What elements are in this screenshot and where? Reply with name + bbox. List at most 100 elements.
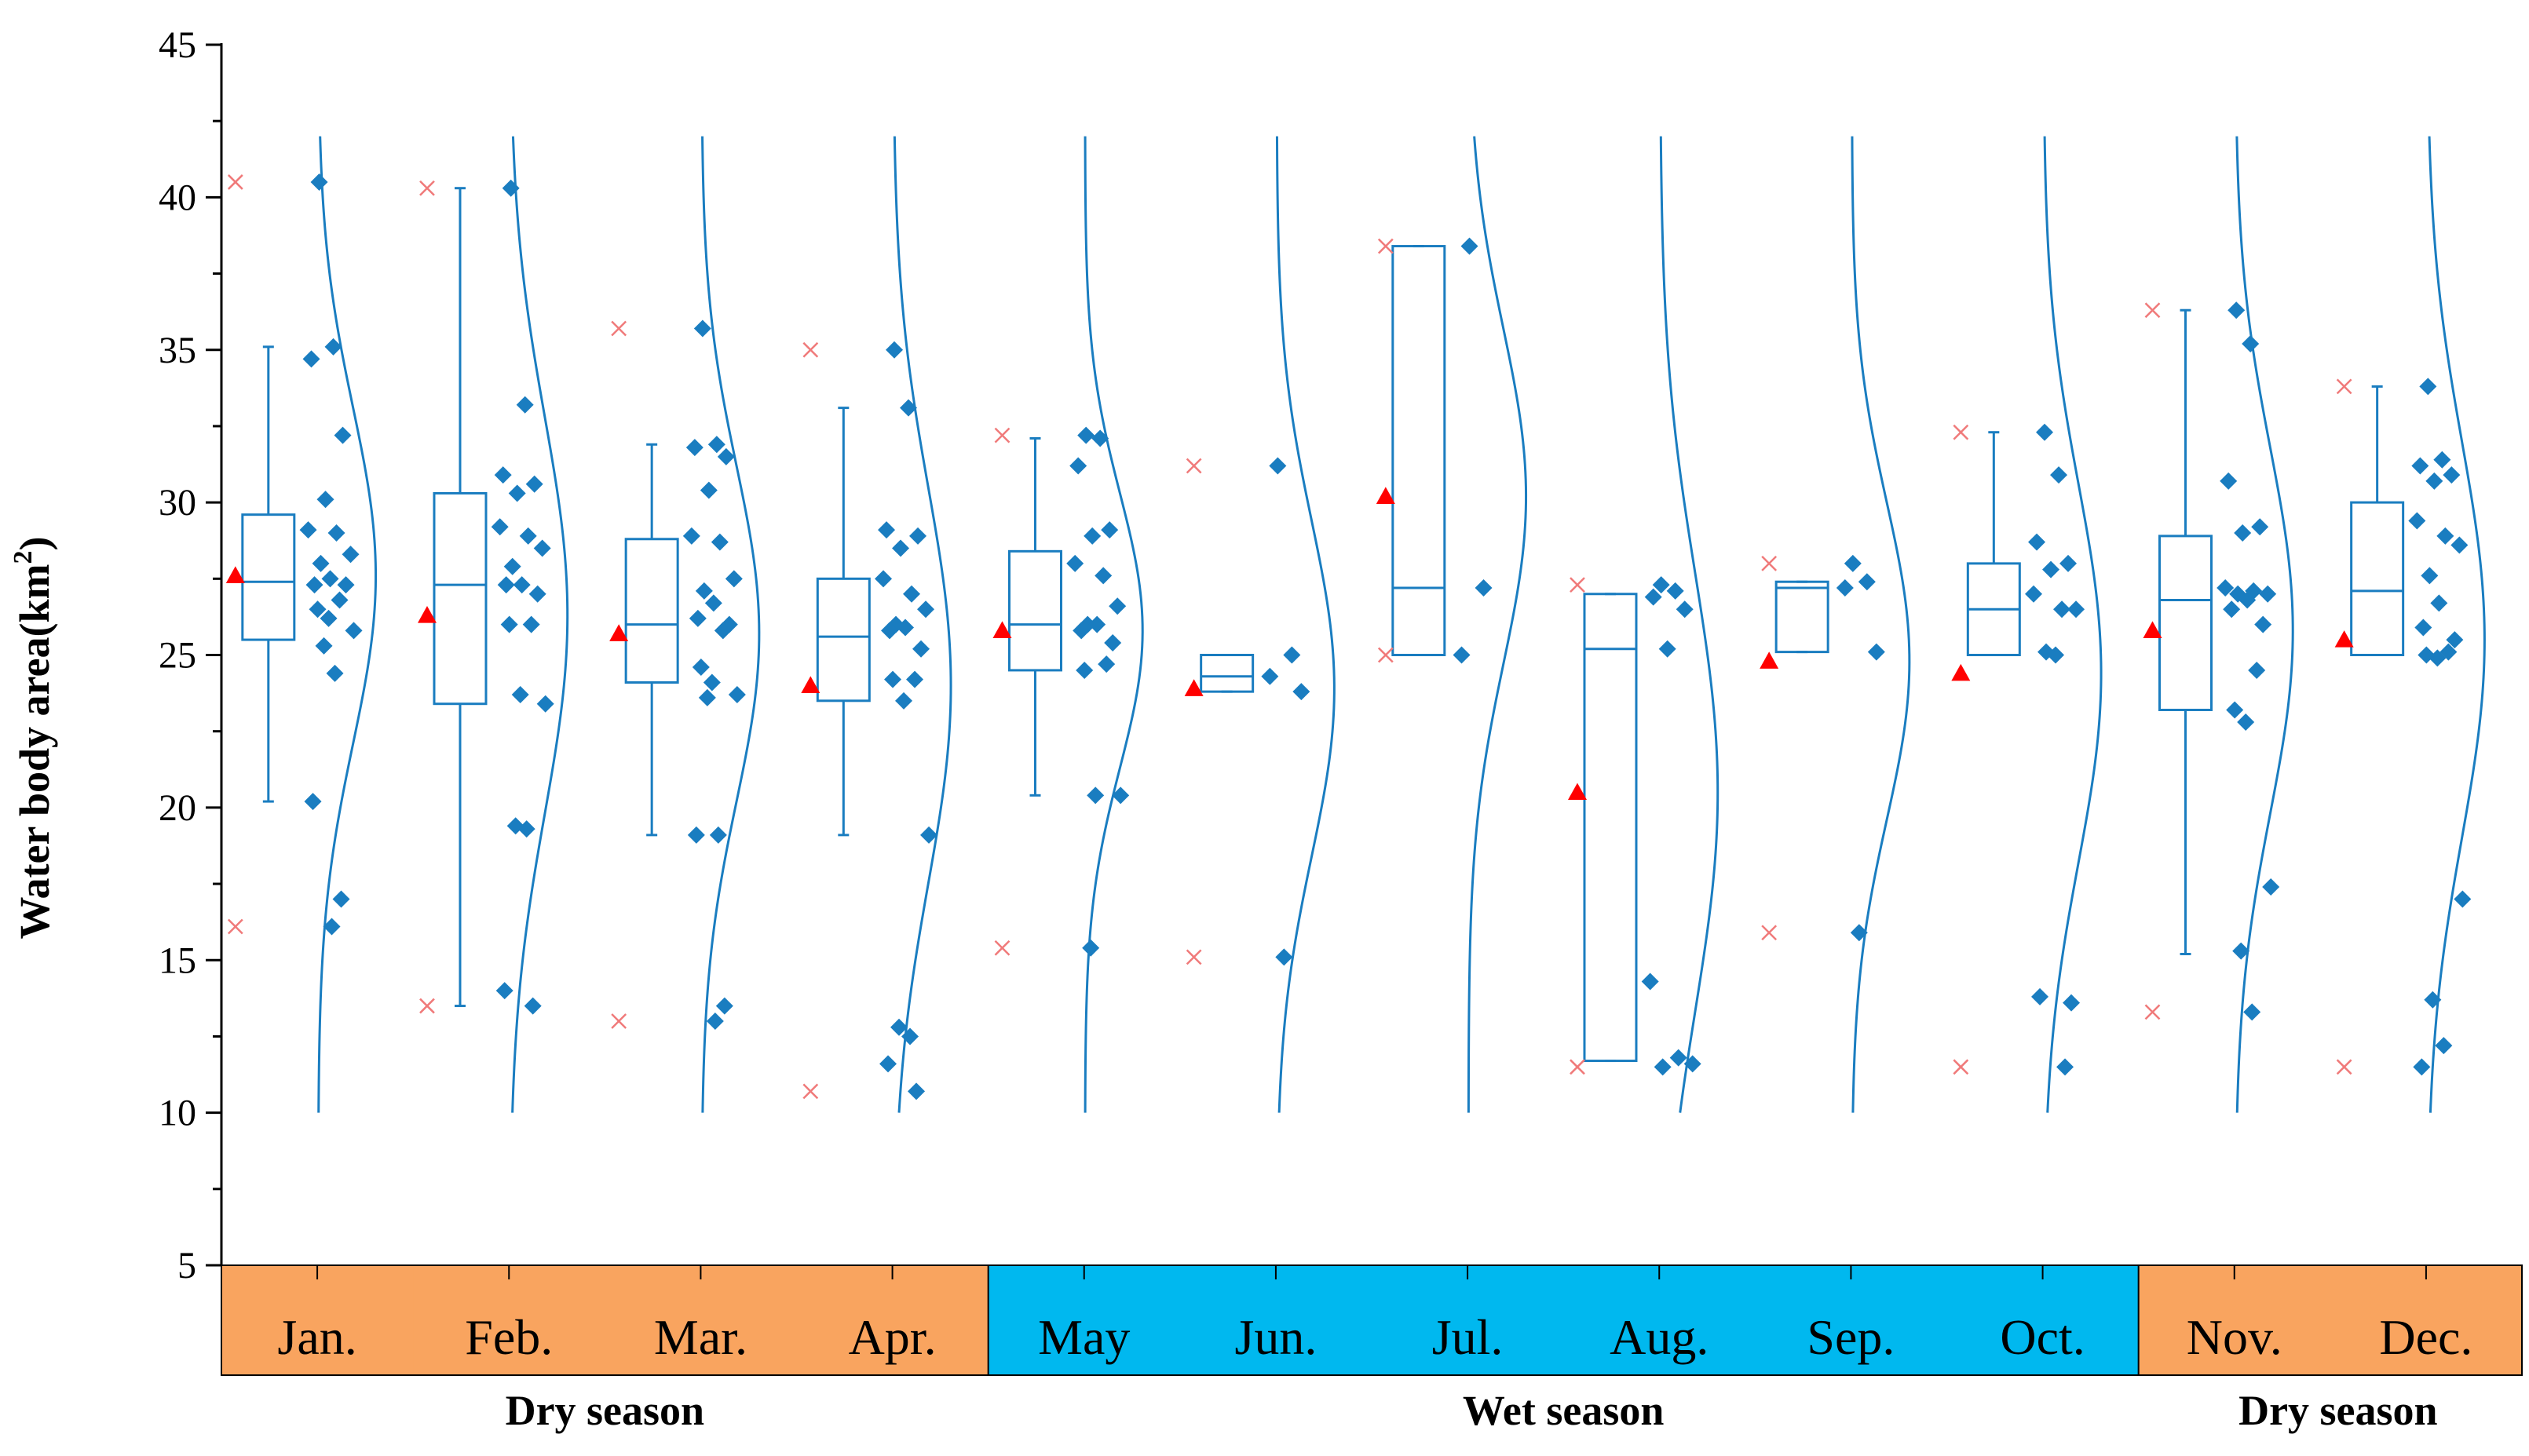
y-tick-label: 45: [159, 24, 196, 66]
y-tick-label: 10: [159, 1093, 196, 1134]
data-point: [2059, 554, 2078, 572]
data-point: [2238, 591, 2257, 609]
data-point: [1112, 786, 1130, 805]
data-point: [895, 692, 913, 710]
outlier-marker: [802, 341, 819, 358]
outlier-stroke: [419, 180, 435, 196]
group-sep: [1760, 136, 1911, 1113]
data-point: [884, 670, 902, 688]
outlier-marker: [419, 998, 435, 1014]
outlier-marker: [1953, 424, 1969, 440]
data-point: [2053, 600, 2071, 619]
y-axis-label: Water body area(km2): [9, 537, 58, 940]
data-point: [1066, 554, 1084, 572]
data-point: [513, 576, 531, 594]
data-point: [693, 319, 711, 338]
data-point: [304, 793, 322, 811]
data-point: [2056, 1058, 2074, 1076]
data-point: [2262, 878, 2280, 896]
data-point: [1283, 646, 1301, 664]
outlier-stroke: [1377, 238, 1394, 254]
data-point: [1641, 972, 1659, 991]
outlier-marker: [227, 918, 243, 935]
mean-marker: [2334, 630, 2354, 648]
data-point: [717, 447, 735, 465]
data-point: [890, 1018, 908, 1036]
outlier-stroke: [2144, 1004, 2161, 1020]
data-point: [2028, 533, 2046, 551]
outlier-marker: [1761, 925, 1778, 941]
data-point: [1073, 622, 1091, 640]
data-point: [1098, 655, 1116, 673]
distribution-curve: [2043, 136, 2103, 1113]
data-point: [704, 594, 722, 612]
data-point: [1269, 457, 1287, 475]
data-point: [2251, 518, 2269, 536]
data-point: [709, 826, 727, 844]
x-tick-label: Dec.: [2379, 1309, 2472, 1365]
data-point: [2036, 423, 2054, 441]
outlier-marker: [994, 940, 1011, 956]
season-band-cell: [605, 1265, 797, 1375]
data-point: [2042, 560, 2060, 578]
data-point: [908, 1082, 926, 1100]
data-point: [536, 695, 554, 713]
data-point: [1654, 1058, 1672, 1076]
x-tick-label: Aug.: [1610, 1309, 1709, 1365]
data-point: [2242, 334, 2260, 352]
data-point: [1836, 578, 1854, 597]
data-point: [500, 615, 518, 633]
data-point: [491, 518, 509, 536]
mean-marker: [1184, 679, 1204, 696]
outlier-marker: [2144, 302, 2161, 319]
data-point: [2223, 600, 2241, 619]
data-point: [1844, 554, 1862, 572]
data-point: [881, 622, 899, 640]
outlier-stroke: [1953, 1059, 1969, 1075]
data-point: [331, 591, 349, 609]
data-point: [516, 396, 534, 414]
data-point: [312, 554, 330, 572]
distribution-curve: [1659, 136, 1720, 1113]
y-tick-label: 30: [159, 482, 196, 524]
outlier-marker: [1570, 1059, 1585, 1075]
data-point: [1676, 600, 1694, 619]
data-point: [2435, 1037, 2453, 1055]
mean-marker: [225, 566, 245, 584]
data-point: [2050, 466, 2068, 484]
outlier-stroke: [1186, 458, 1202, 474]
group-feb: [417, 136, 569, 1113]
season-band-cell: [413, 1265, 605, 1375]
data-point: [2446, 631, 2464, 649]
data-point: [1109, 597, 1127, 615]
outlier-marker: [2144, 1004, 2161, 1020]
season-label: Dry season: [2238, 1387, 2438, 1434]
outlier-stroke: [1570, 577, 1585, 593]
outlier-stroke: [994, 940, 1011, 956]
outlier-marker: [1570, 577, 1585, 593]
x-tick-label: Oct.: [2000, 1309, 2085, 1365]
season-bands: Jan. Feb. Mar. Apr. May Jun. Jul. Aug. Sep. Oct. N…: [221, 1264, 2523, 1376]
outlier-stroke: [2144, 302, 2161, 319]
data-point: [519, 527, 537, 545]
mean-marker: [417, 605, 437, 623]
data-point: [903, 585, 921, 603]
mean-marker: [609, 624, 629, 641]
season-band-cell: [1755, 1265, 1947, 1375]
x-tick-label: Sep.: [1807, 1309, 1895, 1365]
data-point: [320, 609, 338, 627]
data-point: [2428, 649, 2447, 667]
outlier-marker: [419, 180, 435, 196]
outlier-marker: [1761, 555, 1778, 571]
outlier-stroke: [1761, 555, 1778, 571]
data-point: [700, 481, 718, 499]
season-labels: Dry season Wet season Dry season: [506, 1387, 2438, 1434]
data-point: [524, 997, 542, 1015]
data-point: [2220, 472, 2238, 490]
group-aug: [1567, 136, 1720, 1113]
x-tick-label: Apr.: [849, 1309, 937, 1365]
outlier-stroke: [994, 427, 1011, 443]
data-point: [309, 600, 327, 619]
outlier-stroke: [1570, 1059, 1585, 1075]
